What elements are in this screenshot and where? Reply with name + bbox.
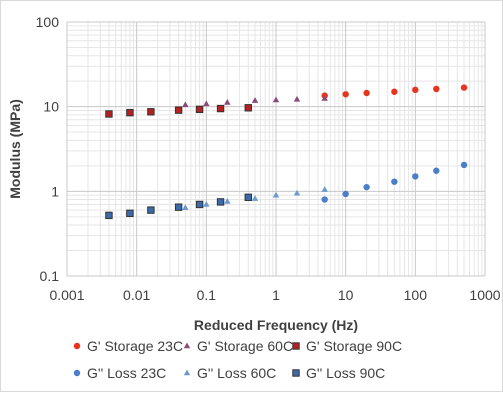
data-point bbox=[391, 178, 398, 185]
legend-item: G' Storage 60C bbox=[183, 338, 293, 354]
series-4 bbox=[321, 161, 468, 203]
legend-label: G'' Loss 60C bbox=[197, 365, 276, 381]
data-point bbox=[272, 96, 280, 103]
data-point bbox=[203, 100, 210, 107]
data-point bbox=[182, 101, 189, 108]
data-point bbox=[216, 104, 225, 113]
data-point bbox=[216, 198, 225, 206]
data-point bbox=[391, 88, 398, 95]
data-point bbox=[195, 200, 204, 209]
legend-item: G'' Loss 90C bbox=[292, 365, 385, 381]
y-axis-title: Modulus (MPa) bbox=[7, 99, 23, 199]
x-axis-title: Reduced Frequency (Hz) bbox=[194, 317, 358, 333]
legend-marker bbox=[73, 369, 81, 377]
data-point bbox=[224, 99, 231, 105]
x-tick-label: 1000 bbox=[469, 287, 500, 303]
y-tick-label: 0.1 bbox=[40, 268, 60, 284]
legend-label: G' Storage 60C bbox=[197, 338, 293, 354]
x-tick-label: 100 bbox=[404, 287, 428, 303]
data-point bbox=[244, 104, 252, 112]
legend-label: G' Storage 23C bbox=[87, 338, 183, 354]
data-point bbox=[147, 108, 155, 116]
data-point bbox=[342, 190, 349, 198]
legend-marker bbox=[183, 342, 191, 349]
legend-marker bbox=[183, 369, 191, 376]
data-point bbox=[174, 106, 183, 114]
data-point bbox=[126, 108, 134, 117]
x-tick-label: 0.01 bbox=[123, 287, 150, 303]
data-point bbox=[251, 97, 259, 103]
data-point bbox=[293, 189, 301, 196]
x-tick-label: 1 bbox=[272, 287, 280, 303]
series-5 bbox=[182, 186, 328, 211]
y-tick-label: 10 bbox=[43, 99, 59, 115]
legend-marker bbox=[73, 342, 81, 350]
data-point bbox=[182, 204, 189, 211]
y-tick-label: 100 bbox=[36, 14, 60, 30]
data-point bbox=[412, 86, 419, 94]
series-2 bbox=[182, 95, 328, 108]
series-6 bbox=[105, 193, 252, 220]
series-1 bbox=[321, 84, 468, 99]
data-point bbox=[412, 173, 419, 180]
x-tick-label: 0.001 bbox=[49, 287, 84, 303]
legend-marker bbox=[292, 369, 300, 377]
data-point bbox=[363, 89, 370, 97]
legend-label: G'' Loss 23C bbox=[87, 365, 166, 381]
x-tick-label: 0.1 bbox=[197, 287, 217, 303]
legend-marker bbox=[292, 342, 300, 350]
y-tick-label: 1 bbox=[51, 183, 59, 199]
major-gridlines bbox=[66, 21, 486, 277]
legend-item: G'' Loss 60C bbox=[183, 365, 276, 381]
data-point bbox=[203, 200, 210, 207]
legend-item: G'' Loss 23C bbox=[73, 365, 166, 381]
data-point bbox=[105, 211, 113, 220]
data-point bbox=[363, 183, 370, 191]
data-point bbox=[195, 105, 204, 114]
legend-item: G' Storage 23C bbox=[73, 338, 183, 354]
data-point bbox=[433, 167, 440, 174]
legend-label: G'' Loss 90C bbox=[306, 365, 385, 381]
data-point bbox=[433, 85, 440, 93]
x-tick-label: 10 bbox=[338, 287, 354, 303]
data-point bbox=[244, 193, 252, 202]
data-point bbox=[321, 186, 328, 192]
data-point bbox=[105, 110, 113, 118]
data-point bbox=[174, 203, 183, 211]
data-point bbox=[272, 191, 280, 198]
data-point bbox=[293, 95, 301, 102]
data-point bbox=[342, 91, 349, 98]
data-point bbox=[460, 161, 468, 169]
data-point bbox=[147, 206, 155, 214]
data-point bbox=[251, 195, 259, 201]
series-3 bbox=[105, 104, 252, 118]
data-point bbox=[321, 95, 328, 101]
legend-item: G' Storage 90C bbox=[292, 338, 402, 354]
legend-label: G' Storage 90C bbox=[306, 338, 402, 354]
data-point bbox=[126, 209, 134, 218]
data-point bbox=[321, 196, 328, 203]
data-point bbox=[460, 84, 468, 91]
data-point bbox=[224, 197, 231, 204]
